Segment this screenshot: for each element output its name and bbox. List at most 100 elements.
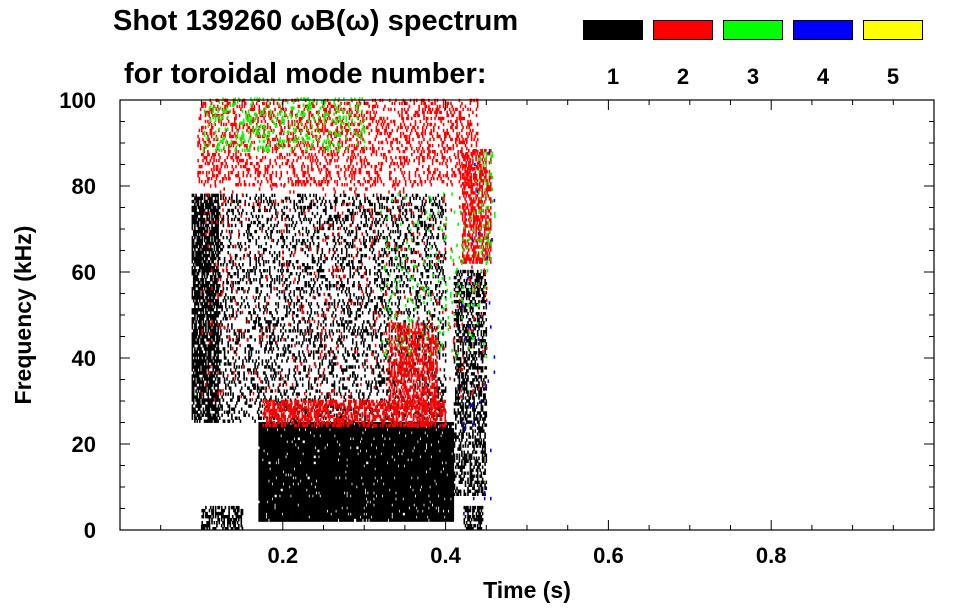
heat-cell-mode-1 xyxy=(445,443,447,447)
heat-cell-mode-1 xyxy=(369,494,372,498)
heat-cell-mode-1 xyxy=(304,485,307,489)
heat-cell-mode-1 xyxy=(348,431,351,435)
heat-cell-mode-1 xyxy=(313,494,315,498)
heat-cell-mode-1 xyxy=(387,506,390,510)
heat-cell-mode-1 xyxy=(285,461,287,465)
heat-cell-mode-1 xyxy=(325,476,328,480)
heat-cell-mode-1 xyxy=(325,491,328,495)
heat-cell-mode-1 xyxy=(381,512,384,516)
heat-cell-mode-1 xyxy=(298,494,301,498)
heat-cell-mode-1 xyxy=(429,488,431,492)
heat-cell-mode-1 xyxy=(286,449,289,453)
heat-cell-mode-1 xyxy=(293,491,296,495)
heat-cell-mode-1 xyxy=(419,509,422,513)
heat-cell-mode-1 xyxy=(429,515,431,519)
heat-cell-mode-1 xyxy=(334,506,336,510)
heat-cell-mode-1 xyxy=(367,470,369,474)
heat-cell-mode-1 xyxy=(346,431,348,435)
heat-cell-mode-1 xyxy=(354,485,357,489)
heat-cell-mode-1 xyxy=(426,494,429,498)
heat-cell-mode-1 xyxy=(434,452,436,456)
heat-cell-mode-1 xyxy=(376,449,379,453)
heat-cell-mode-1 xyxy=(406,503,408,507)
heat-cell-mode-1 xyxy=(371,464,374,468)
heat-cell-mode-1 xyxy=(418,476,420,480)
heat-cell-mode-1 xyxy=(308,506,310,510)
heat-cell-mode-1 xyxy=(298,506,301,510)
heat-cell-mode-1 xyxy=(281,485,284,489)
heat-cell-mode-1 xyxy=(437,512,440,516)
heat-cell-mode-1 xyxy=(386,476,389,480)
heat-cell-mode-1 xyxy=(401,428,403,432)
heat-cell-mode-1 xyxy=(418,497,420,501)
heat-cell-mode-1 xyxy=(263,494,265,498)
heat-cell-mode-1 xyxy=(448,512,451,516)
heat-cell-mode-1 xyxy=(282,473,285,477)
heat-cell-mode-1 xyxy=(345,440,347,444)
heat-cell-mode-1 xyxy=(406,479,408,483)
heat-cell-mode-1 xyxy=(260,503,263,507)
heat-cell-mode-1 xyxy=(319,461,321,465)
heat-cell-mode-1 xyxy=(314,482,317,486)
heat-cell-mode-1 xyxy=(395,509,397,513)
heat-cell-mode-1 xyxy=(415,446,418,450)
heat-cell-mode-1 xyxy=(404,449,407,453)
heat-cell-mode-1 xyxy=(408,467,411,471)
heat-cell-mode-1 xyxy=(409,455,412,459)
heat-cell-mode-1 xyxy=(313,464,315,468)
heat-cell-mode-1 xyxy=(347,506,350,510)
heat-cell-mode-1 xyxy=(335,473,337,477)
heat-cell-mode-1 xyxy=(436,482,439,486)
heat-cell-mode-1 xyxy=(426,503,429,507)
heat-cell-mode-1 xyxy=(447,431,450,435)
heat-cell-mode-1 xyxy=(303,497,306,501)
heat-cell-mode-1 xyxy=(424,506,426,510)
heat-cell-mode-1 xyxy=(268,515,270,519)
heat-cell-mode-1 xyxy=(368,443,370,447)
heat-cell-mode-1 xyxy=(319,443,321,447)
heat-cell-mode-1 xyxy=(369,434,372,438)
heat-cell-mode-1 xyxy=(433,470,435,474)
heat-cell-mode-1 xyxy=(411,509,413,513)
heat-cell-mode-1 xyxy=(433,479,435,483)
heat-cell-mode-1 xyxy=(277,425,280,429)
heat-cell-mode-1 xyxy=(282,437,285,441)
heat-cell-mode-1 xyxy=(339,494,341,498)
heat-cell-mode-1 xyxy=(376,461,379,465)
heat-cell-mode-1 xyxy=(444,461,446,465)
heat-cell-mode-1 xyxy=(398,461,401,465)
heat-cell-mode-1 xyxy=(336,494,339,498)
heat-cell-mode-1 xyxy=(324,503,326,507)
heat-cell-mode-1 xyxy=(309,476,312,480)
heat-cell-mode-1 xyxy=(299,482,302,486)
heat-cell-mode-1 xyxy=(411,461,413,465)
heat-cell-mode-1 xyxy=(391,479,394,483)
heat-cell-mode-1 xyxy=(266,491,269,495)
heat-cell-mode-1 xyxy=(336,458,339,462)
heat-cell-mode-1 xyxy=(441,473,444,477)
heat-cell-mode-1 xyxy=(337,446,340,450)
heat-cell-mode-1 xyxy=(320,512,323,516)
heat-cell-mode-1 xyxy=(364,512,367,516)
heat-cell-mode-1 xyxy=(401,500,403,504)
heat-cell-mode-1 xyxy=(431,497,434,501)
heat-cell-mode-1 xyxy=(369,509,372,513)
heat-cell-mode-1 xyxy=(263,461,265,465)
heat-cell-mode-1 xyxy=(348,455,351,459)
heat-cell-mode-1 xyxy=(384,479,386,483)
heat-cell-mode-1 xyxy=(392,473,395,477)
heat-cell-mode-1 xyxy=(445,503,447,507)
heat-cell-mode-1 xyxy=(319,455,321,459)
heat-cell-mode-1 xyxy=(314,467,317,471)
heat-cell-mode-1 xyxy=(275,515,278,519)
heat-cell-mode-1 xyxy=(308,455,310,459)
heat-cell-mode-1 xyxy=(431,467,434,471)
heat-cell-mode-1 xyxy=(414,506,417,510)
heat-cell-mode-1 xyxy=(268,485,270,489)
heat-cell-mode-1 xyxy=(276,479,279,483)
heat-cell-mode-1 xyxy=(351,488,353,492)
heat-cell-mode-1 xyxy=(314,503,317,507)
heat-cell-mode-1 xyxy=(363,488,365,492)
heat-cell-mode-1 xyxy=(429,452,431,456)
heat-cell-mode-1 xyxy=(450,467,452,471)
